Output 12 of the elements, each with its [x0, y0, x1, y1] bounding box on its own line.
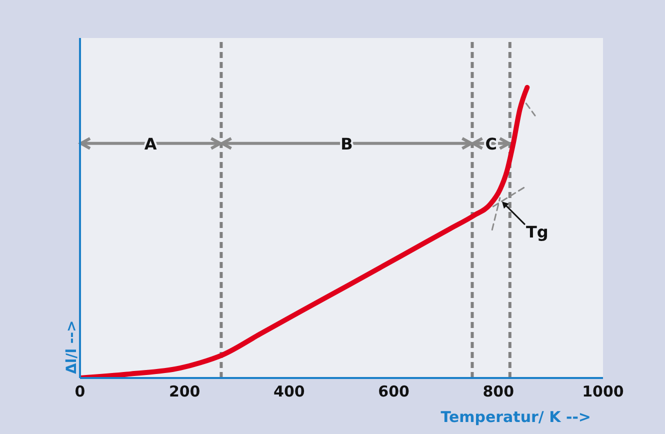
x-tick-label: 800 — [482, 382, 514, 401]
x-tick-label: 400 — [274, 382, 305, 401]
y-axis-title: Δl/l --> — [64, 320, 80, 374]
x-tick-label: 600 — [378, 382, 410, 401]
annotation: B — [340, 134, 353, 154]
x-axis-title: Temperatur/ K --> — [440, 408, 591, 426]
x-tick-label: 1000 — [582, 382, 624, 401]
annotation: A — [144, 134, 158, 154]
x-tick-label: 0 — [74, 382, 86, 401]
x-tick-label: 200 — [168, 382, 200, 401]
annotation: Tg — [526, 222, 548, 242]
annotation: C — [485, 134, 497, 154]
